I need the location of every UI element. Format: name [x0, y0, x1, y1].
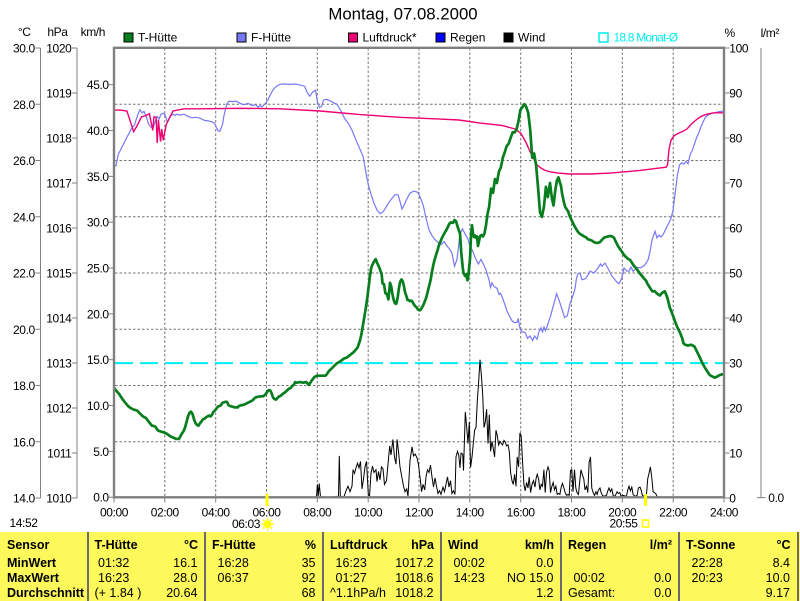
svg-text:km/h: km/h	[81, 25, 105, 39]
svg-text:1020: 1020	[46, 42, 72, 56]
svg-text:Montag, 07.08.2000: Montag, 07.08.2000	[328, 4, 477, 23]
svg-text:Wind: Wind	[518, 31, 545, 45]
svg-text:50: 50	[729, 267, 742, 281]
svg-text:60: 60	[729, 222, 742, 236]
svg-text:hPa: hPa	[47, 25, 68, 39]
svg-text:20:00: 20:00	[608, 506, 637, 520]
svg-text:12:00: 12:00	[405, 506, 434, 520]
svg-text:10: 10	[729, 447, 742, 461]
svg-text:40: 40	[729, 312, 742, 326]
svg-text:90: 90	[729, 87, 742, 101]
svg-text:02:00: 02:00	[151, 506, 180, 520]
svg-text:25.0: 25.0	[87, 261, 109, 275]
svg-text:24:00: 24:00	[710, 506, 739, 520]
svg-text:14.0: 14.0	[13, 492, 35, 506]
svg-text:1011: 1011	[47, 447, 72, 461]
svg-text:80: 80	[729, 132, 742, 146]
svg-text:1012: 1012	[46, 402, 72, 416]
svg-text:16:00: 16:00	[507, 506, 536, 520]
svg-text:Luftdruck*: Luftdruck*	[363, 31, 417, 45]
svg-text:14:00: 14:00	[456, 506, 485, 520]
svg-text:04:00: 04:00	[202, 506, 231, 520]
svg-text:28.0: 28.0	[13, 98, 35, 112]
svg-text:20.0: 20.0	[87, 307, 109, 321]
svg-text:16.0: 16.0	[13, 435, 35, 449]
svg-text:24.0: 24.0	[13, 210, 35, 224]
svg-text:%: %	[725, 26, 736, 40]
svg-text:14:52: 14:52	[10, 516, 39, 530]
svg-text:20:55: 20:55	[609, 517, 638, 531]
svg-text:26.0: 26.0	[13, 154, 35, 168]
svg-text:10:00: 10:00	[354, 506, 383, 520]
svg-text:100: 100	[729, 42, 749, 56]
svg-text:F-Hütte: F-Hütte	[251, 31, 291, 45]
svg-text:06:03: 06:03	[232, 517, 261, 531]
svg-text:1016: 1016	[46, 222, 72, 236]
svg-text:1015: 1015	[46, 267, 72, 281]
svg-text:1014: 1014	[46, 312, 72, 326]
svg-text:22.0: 22.0	[13, 267, 35, 281]
svg-text:40.0: 40.0	[87, 124, 109, 138]
svg-text:20: 20	[729, 402, 742, 416]
svg-text:1013: 1013	[46, 357, 72, 371]
svg-text:1019: 1019	[46, 87, 72, 101]
svg-text:T-Hütte: T-Hütte	[138, 31, 178, 45]
svg-text:70: 70	[729, 177, 742, 191]
svg-text:Regen: Regen	[450, 31, 485, 45]
svg-text:06:00: 06:00	[252, 506, 281, 520]
svg-text:30: 30	[729, 357, 742, 371]
svg-text:0: 0	[729, 492, 736, 506]
svg-text:0.0: 0.0	[93, 491, 109, 505]
svg-text:°C: °C	[18, 25, 31, 39]
svg-text:45.0: 45.0	[87, 78, 109, 92]
svg-text:08:00: 08:00	[303, 506, 332, 520]
svg-text:18:00: 18:00	[557, 506, 586, 520]
svg-text:0.0: 0.0	[768, 491, 784, 505]
svg-text:5.0: 5.0	[93, 445, 109, 459]
svg-text:18.0: 18.0	[13, 379, 35, 393]
svg-text:35.0: 35.0	[87, 170, 109, 184]
svg-text:1018: 1018	[46, 132, 72, 146]
svg-text:15.0: 15.0	[87, 353, 109, 367]
svg-text:1010: 1010	[46, 492, 72, 506]
svg-text:l/m²: l/m²	[761, 26, 780, 40]
svg-text:30.0: 30.0	[87, 216, 109, 230]
svg-text:18.8 Monat-Ø: 18.8 Monat-Ø	[614, 31, 678, 45]
svg-text:30.0: 30.0	[13, 42, 35, 56]
svg-text:00:00: 00:00	[100, 506, 129, 520]
svg-text:10.0: 10.0	[87, 399, 109, 413]
svg-text:22:00: 22:00	[659, 506, 688, 520]
svg-text:20.0: 20.0	[13, 323, 35, 337]
svg-text:1017: 1017	[46, 177, 72, 191]
